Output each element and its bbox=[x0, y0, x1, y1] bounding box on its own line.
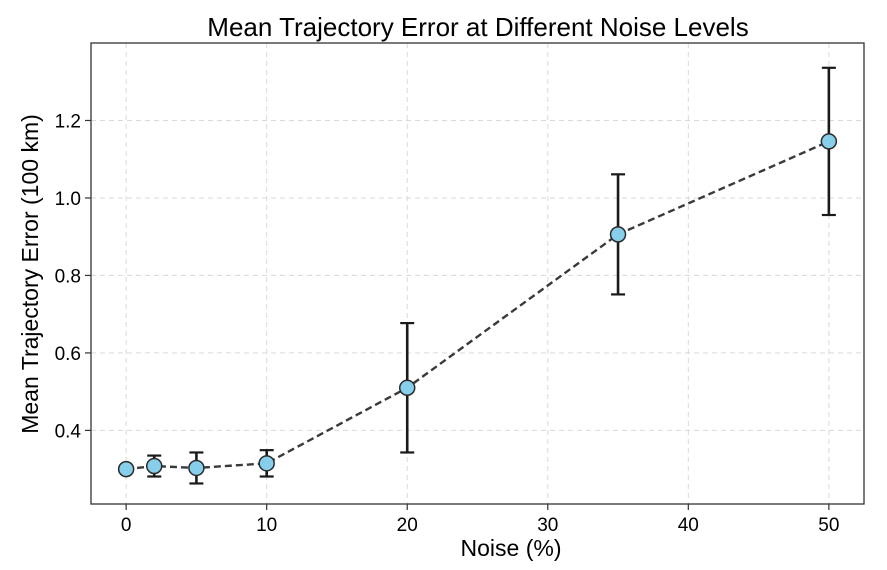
x-tick-label: 0 bbox=[121, 515, 132, 536]
x-tick-label: 40 bbox=[678, 515, 699, 536]
x-tick-label: 30 bbox=[537, 515, 558, 536]
axis-ticks: 0 10 20 30 40 50 0.4 0.6 0.8 1.0 1.2 bbox=[55, 111, 840, 536]
y-tick-label: 0.6 bbox=[55, 344, 81, 365]
data-point bbox=[398, 379, 416, 397]
x-tick-label: 10 bbox=[256, 515, 277, 536]
y-tick-label: 1.2 bbox=[55, 111, 81, 132]
data-point bbox=[609, 226, 627, 243]
data-point bbox=[145, 457, 163, 475]
data-point bbox=[258, 455, 275, 472]
data-point bbox=[820, 133, 838, 150]
x-axis-label: Noise (%) bbox=[461, 535, 562, 561]
chart-title: Mean Trajectory Error at Different Noise… bbox=[207, 12, 748, 42]
y-tick-label: 0.8 bbox=[55, 266, 81, 287]
data-points bbox=[117, 133, 838, 478]
y-tick-label: 0.4 bbox=[55, 421, 82, 442]
x-tick-label: 50 bbox=[818, 515, 839, 536]
series-line bbox=[126, 140, 830, 471]
x-tick-label: 20 bbox=[397, 515, 418, 536]
y-tick-label: 1.0 bbox=[55, 189, 81, 210]
data-point bbox=[188, 459, 205, 477]
data-point bbox=[117, 460, 135, 478]
plot-frame bbox=[90, 42, 865, 505]
grid bbox=[91, 43, 864, 504]
y-axis-label: Mean Trajectory Error (100 km) bbox=[17, 114, 43, 434]
